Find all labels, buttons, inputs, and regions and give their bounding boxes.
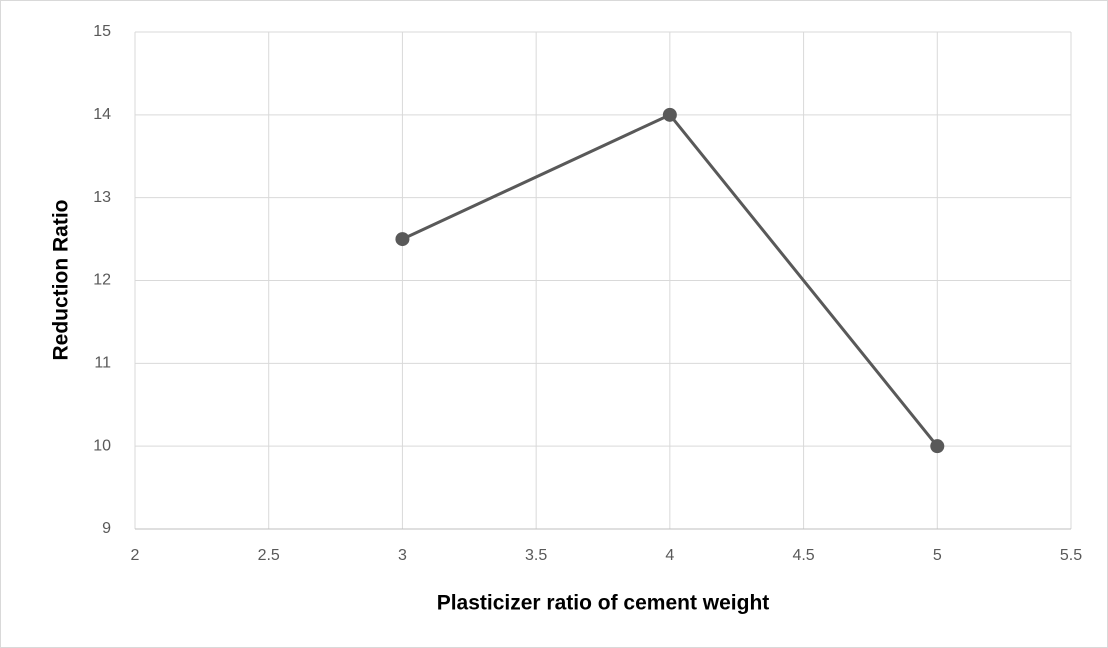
y-tick-label: 9: [102, 520, 111, 537]
x-tick-label: 4: [665, 547, 674, 564]
data-point: [930, 439, 945, 454]
y-tick-label: 11: [94, 355, 111, 372]
x-tick-label: 5.5: [1060, 547, 1082, 564]
x-axis-title: Plasticizer ratio of cement weight: [437, 592, 770, 615]
x-tick-label: 2: [131, 547, 140, 564]
y-tick-label: 14: [93, 106, 111, 123]
y-axis-title: Reduction Ratio: [50, 200, 73, 361]
y-tick-label: 13: [93, 189, 111, 206]
y-tick-label: 15: [93, 23, 111, 40]
x-tick-label: 3.5: [525, 547, 547, 564]
x-tick-label: 3: [398, 547, 407, 564]
y-tick-label: 10: [93, 437, 111, 454]
data-point: [395, 232, 410, 247]
x-tick-label: 5: [933, 547, 942, 564]
x-tick-label: 4.5: [792, 547, 814, 564]
y-tick-label: 12: [93, 272, 111, 289]
data-point: [662, 107, 677, 122]
x-tick-label: 2.5: [258, 547, 280, 564]
